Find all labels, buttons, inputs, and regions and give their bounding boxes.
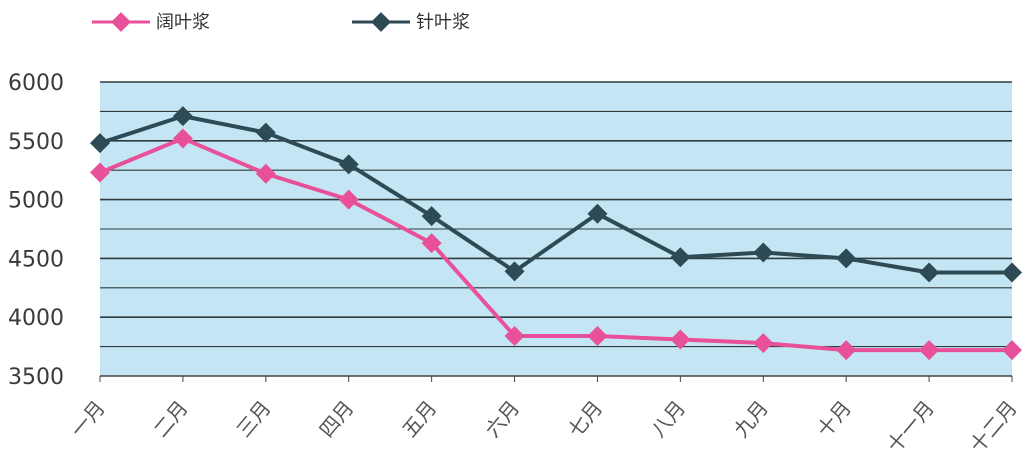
y-tick-label: 3500 [8,365,64,390]
x-tick-label: 七月 [563,396,607,442]
x-tick-label: 四月 [314,396,358,442]
x-tick-label: 九月 [729,396,773,442]
data-point [255,163,276,184]
y-tick-label: 4500 [8,247,64,272]
series-line-1 [99,136,1012,353]
x-tick-label: 六月 [480,396,524,442]
legend-item-series-2: 针叶浆 [352,12,470,33]
x-tick-label: 八月 [646,396,690,442]
data-point [753,242,774,263]
x-tick-label: 十一月 [882,396,939,457]
data-point [172,128,193,149]
data-point [919,262,940,283]
x-tick-label: 十二月 [965,396,1022,457]
data-point [1002,340,1022,361]
legend-label-series-1: 阔叶浆 [156,12,210,33]
data-point [836,340,857,361]
data-point [1002,262,1022,283]
legend-label-series-2: 针叶浆 [416,12,470,33]
x-tick-label: 三月 [232,396,276,442]
y-tick-label: 5000 [8,189,64,214]
data-point [919,340,940,361]
legend-item-series-1: 阔叶浆 [92,12,210,33]
legend-marker-series-1 [111,12,131,32]
data-point [90,162,110,183]
data-point [338,154,359,175]
y-tick-label: 4000 [8,306,64,331]
data-point [587,203,608,224]
data-point [504,261,525,282]
y-tick-label: 5500 [8,130,64,155]
data-point [670,329,691,350]
data-point [255,122,276,143]
y-tick-label: 6000 [8,71,64,96]
data-point [836,248,857,269]
data-point [670,247,691,268]
x-tick-label: 十月 [812,396,856,442]
x-tick-label: 一月 [66,396,110,442]
data-point [90,133,110,154]
data-point [172,106,193,127]
data-point [504,326,525,347]
series-line-2 [99,114,1012,275]
data-point [753,333,774,354]
x-tick-label: 二月 [149,396,193,442]
x-tick-label: 五月 [397,396,441,442]
legend-marker-series-2 [371,12,391,32]
data-point [338,189,359,210]
data-point [421,233,442,254]
data-point [587,326,608,347]
legend: 阔叶浆 针叶浆 [92,12,470,33]
data-point [421,206,442,227]
